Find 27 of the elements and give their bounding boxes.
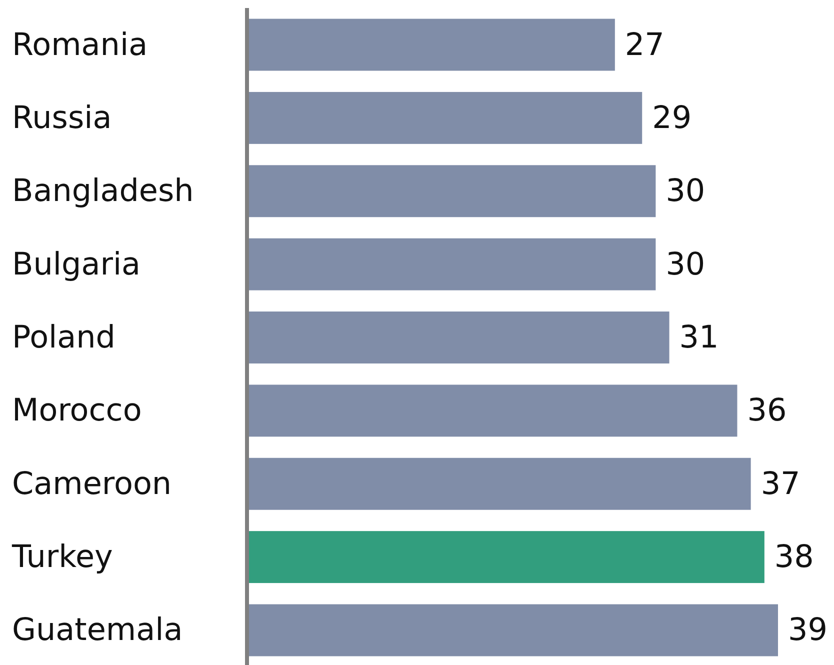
y-tick-label: Poland	[12, 320, 116, 356]
data-label: 27	[624, 26, 664, 63]
bar	[248, 384, 738, 437]
y-tick-label: Morocco	[12, 392, 142, 429]
y-tick-label: Guatemala	[12, 612, 183, 648]
bar	[248, 458, 751, 510]
bar	[248, 92, 642, 144]
y-tick-label: Russia	[12, 100, 112, 136]
data-label: 36	[747, 392, 787, 429]
data-label: 37	[760, 466, 800, 502]
bar	[248, 18, 615, 71]
y-tick-label: Turkey	[11, 539, 113, 576]
data-label: 30	[666, 173, 706, 210]
bar	[248, 604, 778, 656]
data-label: 31	[679, 320, 719, 356]
y-tick-label: Romania	[12, 26, 148, 63]
data-label: 29	[652, 100, 692, 136]
bar	[248, 312, 670, 364]
data-label: 30	[666, 246, 706, 282]
bar	[248, 238, 656, 290]
y-tick-label: Bangladesh	[12, 173, 194, 210]
bar	[248, 165, 656, 218]
y-tick-label: Cameroon	[12, 466, 172, 502]
bar	[248, 531, 764, 584]
y-tick-label: Bulgaria	[12, 246, 141, 282]
data-label: 39	[788, 612, 828, 648]
data-label: 38	[774, 539, 814, 576]
